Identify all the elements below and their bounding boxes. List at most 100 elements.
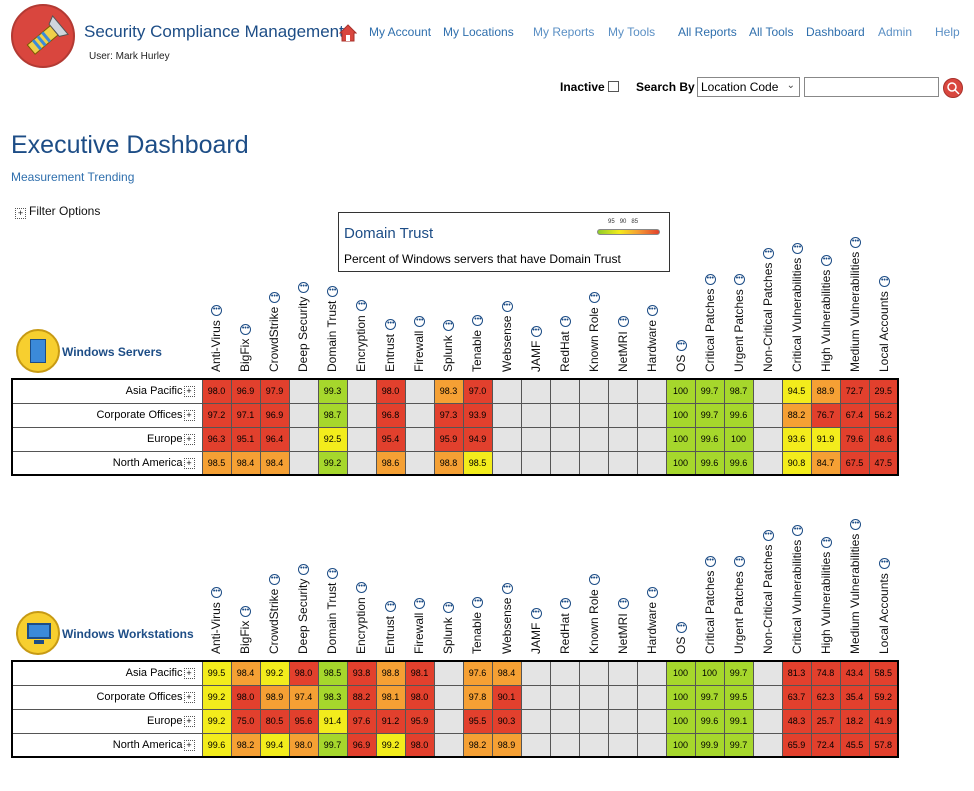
metric-cell[interactable] (520, 426, 551, 452)
metric-cell[interactable]: 97.8 (462, 684, 493, 710)
metric-cell[interactable] (288, 450, 319, 476)
nav-link-dashboard[interactable]: Dashboard (806, 25, 865, 39)
metric-cell[interactable]: 99.5 (723, 684, 754, 710)
metric-cell[interactable] (520, 684, 551, 710)
metric-cell[interactable]: 99.7 (723, 660, 754, 686)
info-icon[interactable]: ••• (327, 567, 339, 579)
metric-cell[interactable]: 100 (665, 402, 696, 428)
metric-cell[interactable]: 97.9 (259, 378, 290, 404)
metric-cell[interactable]: 41.9 (868, 708, 899, 734)
nav-link-my-account[interactable]: My Account (369, 25, 432, 39)
metric-cell[interactable] (752, 708, 783, 734)
metric-cell[interactable]: 98.1 (404, 660, 435, 686)
metric-cell[interactable]: 98.8 (433, 450, 464, 476)
info-icon[interactable]: ••• (617, 316, 629, 328)
metric-cell[interactable]: 35.4 (839, 684, 870, 710)
info-icon[interactable]: ••• (385, 318, 397, 330)
metric-cell[interactable]: 100 (665, 450, 696, 476)
home-icon[interactable] (339, 24, 357, 42)
nav-link-admin[interactable]: Admin (878, 25, 913, 39)
metric-cell[interactable] (549, 402, 580, 428)
nav-link-all-tools[interactable]: All Tools (749, 25, 794, 39)
info-icon[interactable]: ••• (588, 574, 600, 586)
metric-cell[interactable]: 98.0 (404, 684, 435, 710)
metric-cell[interactable]: 100 (723, 426, 754, 452)
metric-cell[interactable] (752, 732, 783, 758)
metric-cell[interactable]: 93.8 (346, 660, 377, 686)
metric-cell[interactable]: 45.5 (839, 732, 870, 758)
metric-cell[interactable]: 98.4 (259, 450, 290, 476)
metric-cell[interactable]: 99.6 (694, 708, 725, 734)
info-icon[interactable]: ••• (530, 607, 542, 619)
metric-cell[interactable]: 93.9 (462, 402, 493, 428)
metric-cell[interactable]: 98.0 (375, 378, 406, 404)
metric-cell[interactable]: 99.7 (723, 732, 754, 758)
metric-cell[interactable]: 76.7 (810, 402, 841, 428)
metric-cell[interactable]: 75.0 (230, 708, 261, 734)
metric-cell[interactable] (404, 378, 435, 404)
metric-cell[interactable]: 100 (665, 660, 696, 686)
metric-cell[interactable] (491, 378, 522, 404)
metric-cell[interactable] (607, 426, 638, 452)
metric-cell[interactable]: 99.2 (375, 732, 406, 758)
metric-cell[interactable]: 74.8 (810, 660, 841, 686)
metric-cell[interactable]: 59.2 (868, 684, 899, 710)
metric-cell[interactable]: 93.6 (781, 426, 812, 452)
info-icon[interactable]: ••• (850, 518, 862, 530)
info-icon[interactable]: ••• (792, 524, 803, 536)
metric-cell[interactable]: 98.5 (317, 660, 348, 686)
metric-cell[interactable] (607, 684, 638, 710)
info-icon[interactable]: ••• (762, 529, 774, 541)
info-icon[interactable]: ••• (501, 300, 513, 312)
metric-cell[interactable]: 95.9 (433, 426, 464, 452)
metric-cell[interactable] (346, 426, 377, 452)
metric-cell[interactable]: 98.2 (462, 732, 493, 758)
info-icon[interactable]: ••• (240, 605, 252, 617)
metric-cell[interactable]: 98.9 (491, 732, 522, 758)
metric-cell[interactable]: 96.9 (259, 402, 290, 428)
metric-cell[interactable] (520, 378, 551, 404)
nav-link-help[interactable]: Help (935, 25, 960, 39)
expand-icon[interactable]: + (183, 739, 195, 751)
info-icon[interactable]: ••• (414, 597, 426, 609)
info-icon[interactable]: ••• (646, 586, 658, 598)
metric-cell[interactable] (549, 426, 580, 452)
metric-cell[interactable]: 80.5 (259, 708, 290, 734)
info-icon[interactable]: ••• (675, 621, 687, 633)
metric-cell[interactable]: 72.7 (839, 378, 870, 404)
metric-cell[interactable]: 99.2 (259, 660, 290, 686)
info-icon[interactable]: ••• (588, 292, 600, 304)
nav-link-my-reports[interactable]: My Reports (533, 25, 595, 39)
row-label-cell[interactable]: North America + (11, 732, 203, 758)
metric-cell[interactable]: 97.3 (433, 402, 464, 428)
metric-cell[interactable] (607, 708, 638, 734)
metric-cell[interactable]: 95.9 (404, 708, 435, 734)
info-icon[interactable]: ••• (356, 582, 368, 594)
info-icon[interactable]: ••• (414, 315, 426, 327)
metric-cell[interactable] (346, 450, 377, 476)
metric-cell[interactable]: 98.0 (288, 732, 319, 758)
metric-cell[interactable]: 100 (665, 426, 696, 452)
metric-cell[interactable]: 91.9 (810, 426, 841, 452)
metric-cell[interactable] (433, 684, 464, 710)
metric-cell[interactable]: 56.2 (868, 402, 899, 428)
metric-cell[interactable]: 95.5 (462, 708, 493, 734)
metric-cell[interactable]: 99.4 (259, 732, 290, 758)
metric-cell[interactable]: 43.4 (839, 660, 870, 686)
info-icon[interactable]: ••• (704, 555, 716, 567)
metric-cell[interactable]: 88.9 (810, 378, 841, 404)
metric-cell[interactable]: 96.9 (346, 732, 377, 758)
info-icon[interactable]: ••• (211, 305, 222, 317)
metric-cell[interactable]: 99.5 (201, 660, 232, 686)
metric-cell[interactable]: 99.6 (723, 402, 754, 428)
measurement-trending-link[interactable]: Measurement Trending (11, 170, 135, 184)
metric-cell[interactable]: 90.1 (491, 684, 522, 710)
info-icon[interactable]: ••• (821, 536, 833, 548)
metric-cell[interactable]: 99.6 (723, 450, 754, 476)
nav-link-all-reports[interactable]: All Reports (678, 25, 737, 39)
info-icon[interactable]: ••• (850, 236, 862, 248)
metric-cell[interactable]: 48.3 (781, 708, 812, 734)
metric-cell[interactable] (636, 708, 667, 734)
metric-cell[interactable]: 100 (694, 660, 725, 686)
metric-cell[interactable] (520, 732, 551, 758)
